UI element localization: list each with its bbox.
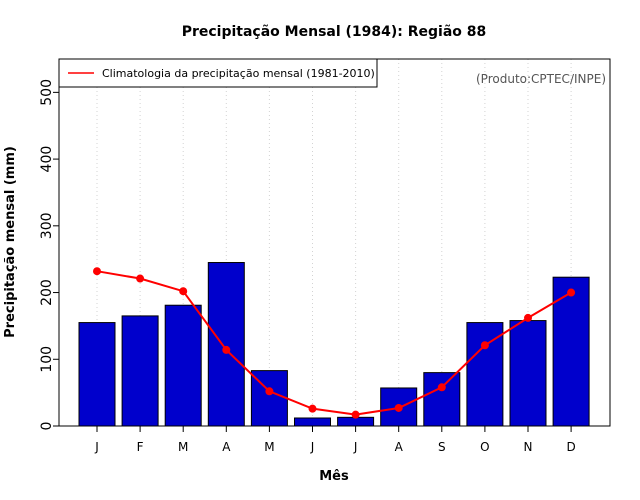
product-credit: (Produto:CPTEC/INPE) xyxy=(476,72,606,86)
y-tick-label: 500 xyxy=(39,79,55,106)
bar-10 xyxy=(509,320,547,427)
bar-2 xyxy=(164,304,202,427)
y-tick-label: 100 xyxy=(39,346,55,373)
bar-11 xyxy=(552,276,590,427)
legend-box xyxy=(58,58,378,88)
climatology-point-0 xyxy=(93,267,101,276)
bar-5 xyxy=(294,417,331,427)
x-tick-label: S xyxy=(438,440,446,454)
x-tick-label: A xyxy=(222,440,231,454)
climatology-point-11 xyxy=(567,288,576,297)
legend: Climatologia da precipitação mensal (198… xyxy=(58,58,378,88)
x-axis-title: Mês xyxy=(319,469,349,484)
chart-title: Precipitação Mensal (1984): Região 88 xyxy=(182,24,487,40)
y-axis-title: Precipitação mensal (mm) xyxy=(3,146,18,338)
bar-8 xyxy=(423,372,461,427)
y-tick-label: 400 xyxy=(39,146,55,173)
climatology-point-9 xyxy=(480,341,489,350)
climatology-line-series xyxy=(93,267,576,419)
y-tick-label: 200 xyxy=(39,279,55,306)
x-tick-label: D xyxy=(566,440,575,454)
x-tick-label: A xyxy=(395,440,404,454)
climatology-line xyxy=(96,270,572,416)
x-tick-label: M xyxy=(178,440,188,454)
x-tick-label: M xyxy=(264,440,274,454)
bar-3 xyxy=(207,262,245,427)
x-tick-label: J xyxy=(310,440,315,454)
climatology-point-6 xyxy=(351,410,360,419)
climatology-point-10 xyxy=(524,313,532,322)
climatology-point-8 xyxy=(437,383,446,392)
legend-label: Climatologia da precipitação mensal (198… xyxy=(102,67,375,80)
bar-1 xyxy=(121,315,159,427)
climatology-point-2 xyxy=(179,287,188,296)
bar-9 xyxy=(466,322,504,427)
x-tick-label: O xyxy=(480,440,489,454)
x-tick-label: J xyxy=(94,440,99,454)
climatology-point-1 xyxy=(136,274,145,283)
x-tick-label: F xyxy=(137,440,144,454)
bar-series xyxy=(78,262,590,427)
bar-0 xyxy=(78,322,116,427)
y-tick-label: 300 xyxy=(39,212,55,239)
x-tick-label: J xyxy=(353,440,358,454)
climatology-point-3 xyxy=(222,345,231,354)
y-axis: 0 100 200 300 400 500 xyxy=(39,79,59,430)
climatology-point-5 xyxy=(308,404,317,413)
climatology-point-4 xyxy=(265,387,274,396)
x-tick-label: N xyxy=(524,440,533,454)
climatology-point-7 xyxy=(394,403,403,412)
y-tick-label: 0 xyxy=(39,422,55,431)
